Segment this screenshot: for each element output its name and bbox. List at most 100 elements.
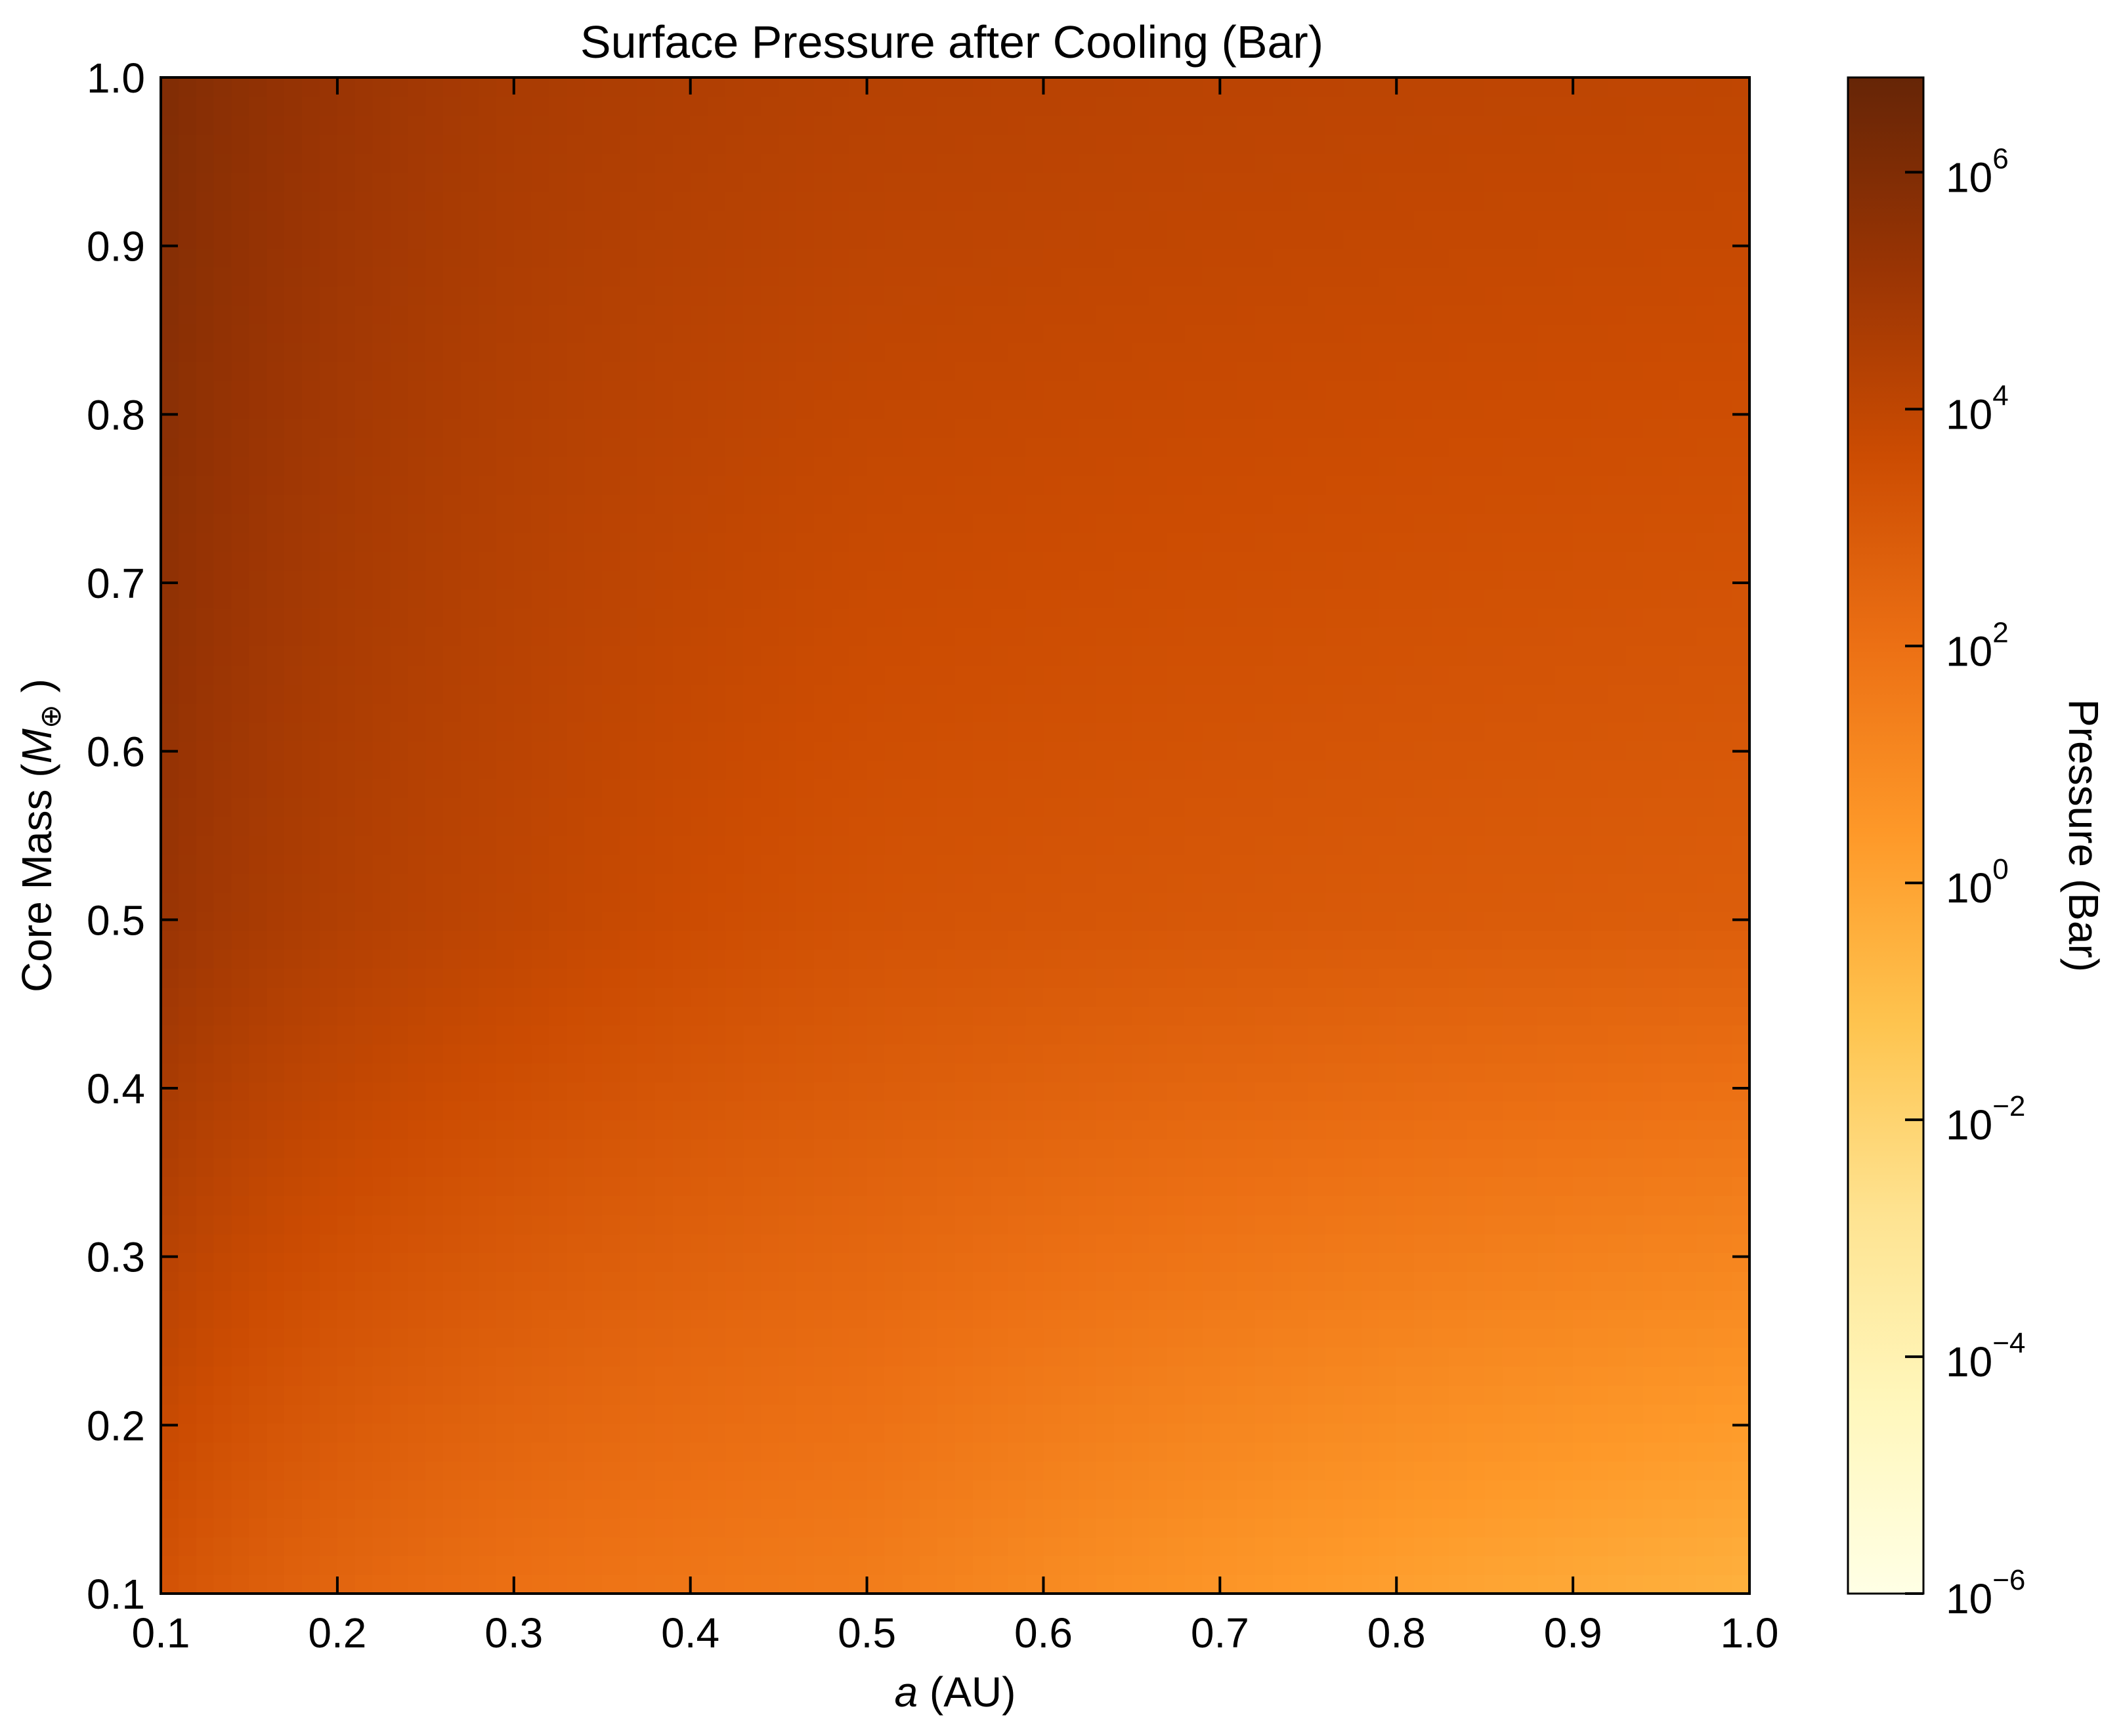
heatmap-cell: [549, 1195, 568, 1216]
heatmap-cell: [620, 1176, 638, 1196]
heatmap-cell: [1061, 608, 1080, 628]
heatmap-cell: [584, 1366, 603, 1386]
heatmap-cell: [443, 797, 462, 818]
heatmap-cell: [372, 1006, 391, 1026]
heatmap-cell: [1414, 930, 1432, 950]
heatmap-cell: [213, 1479, 232, 1500]
heatmap-cell: [1661, 892, 1680, 912]
heatmap-cell: [354, 930, 374, 950]
heatmap-cell: [1008, 892, 1027, 912]
heatmap-cell: [531, 1442, 550, 1462]
heatmap-cell: [761, 1157, 780, 1177]
heatmap-cell: [337, 1556, 356, 1576]
heatmap-cell: [567, 797, 586, 818]
heatmap-cell: [1696, 1423, 1715, 1443]
heatmap-cell: [972, 1139, 991, 1158]
heatmap-cell: [972, 1101, 991, 1121]
heatmap-cell: [1591, 816, 1609, 836]
heatmap-cell: [937, 1575, 956, 1594]
heatmap-cell: [284, 1271, 303, 1291]
heatmap-cell: [1379, 930, 1398, 950]
heatmap-cell: [1061, 1195, 1080, 1216]
heatmap-cell: [849, 1252, 868, 1273]
heatmap-cell: [320, 1176, 338, 1196]
chart-title: Surface Pressure after Cooling (Bar): [580, 16, 1323, 68]
heatmap-cell: [461, 1517, 479, 1538]
heatmap-cell: [1237, 1498, 1256, 1519]
heatmap-cell: [690, 551, 709, 571]
heatmap-cell: [1096, 1385, 1115, 1405]
heatmap-cell: [884, 1366, 903, 1386]
heatmap-cell: [1025, 949, 1044, 969]
heatmap-cell: [654, 1347, 674, 1367]
heatmap-cell: [213, 684, 232, 704]
heatmap-cell: [690, 797, 709, 818]
heatmap-cell: [1202, 1101, 1221, 1121]
heatmap-cell: [1732, 570, 1750, 590]
heatmap-cell: [231, 816, 250, 836]
heatmap-cell: [284, 589, 303, 609]
heatmap-cell: [1096, 1120, 1115, 1139]
heatmap-cell: [513, 740, 532, 761]
heatmap-cell: [1396, 1157, 1415, 1177]
heatmap-cell: [461, 1214, 479, 1235]
heatmap-cell: [267, 892, 286, 912]
heatmap-cell: [1449, 1006, 1468, 1026]
heatmap-cell: [620, 589, 638, 609]
heatmap-cell: [354, 551, 374, 571]
heatmap-cell: [637, 1556, 656, 1576]
heatmap-cell: [196, 797, 215, 818]
heatmap-cell: [567, 1214, 586, 1235]
heatmap-cell: [1255, 1214, 1274, 1235]
heatmap-cell: [725, 1385, 744, 1405]
heatmap-cell: [1573, 778, 1591, 799]
heatmap-cell: [390, 665, 409, 685]
heatmap-cell: [425, 873, 444, 893]
heatmap-cell: [1308, 1176, 1327, 1196]
heatmap-cell: [213, 1101, 232, 1121]
heatmap-cell: [955, 836, 974, 855]
heatmap-cell: [920, 627, 939, 647]
heatmap-cell: [549, 987, 568, 1007]
heatmap-cell: [461, 892, 479, 912]
heatmap-cell: [567, 721, 586, 742]
heatmap-cell: [249, 987, 268, 1007]
heatmap-cell: [1625, 892, 1644, 912]
heatmap-cell: [1131, 665, 1150, 685]
heatmap-cell: [920, 1157, 939, 1177]
heatmap-cell: [1131, 702, 1150, 723]
heatmap-cell: [161, 797, 179, 818]
heatmap-cell: [1467, 1063, 1486, 1083]
heatmap-cell: [831, 892, 850, 912]
heatmap-cell: [920, 1536, 939, 1557]
heatmap-cell: [902, 854, 921, 874]
heatmap-cell: [1573, 949, 1591, 969]
heatmap-cell: [831, 1498, 850, 1519]
heatmap-cell: [1467, 589, 1486, 609]
heatmap-cell: [708, 1517, 727, 1538]
heatmap-cell: [708, 1404, 727, 1424]
heatmap-cell: [637, 1498, 656, 1519]
heatmap-cell: [796, 1479, 815, 1500]
heatmap-cell: [425, 892, 444, 912]
heatmap-cell: [725, 1498, 744, 1519]
heatmap-cell: [1643, 1101, 1662, 1121]
heatmap-cell: [161, 1460, 179, 1481]
heatmap-cell: [1449, 646, 1468, 666]
heatmap-cell: [1661, 1498, 1680, 1519]
heatmap-cell: [1149, 702, 1168, 723]
heatmap-cell: [1237, 1442, 1256, 1462]
heatmap-cell: [1025, 1385, 1044, 1405]
heatmap-cell: [761, 1063, 780, 1083]
heatmap-cell: [1484, 1214, 1503, 1235]
heatmap-cell: [1502, 684, 1521, 704]
heatmap-cell: [1131, 797, 1150, 818]
heatmap-cell: [1696, 1498, 1715, 1519]
heatmap-cell: [672, 1157, 691, 1177]
heatmap-cell: [972, 854, 991, 874]
heatmap-cell: [654, 646, 674, 666]
heatmap-cell: [461, 778, 479, 799]
heatmap-cell: [708, 1442, 727, 1462]
heatmap-cell: [1537, 608, 1556, 628]
heatmap-cell: [284, 836, 303, 855]
